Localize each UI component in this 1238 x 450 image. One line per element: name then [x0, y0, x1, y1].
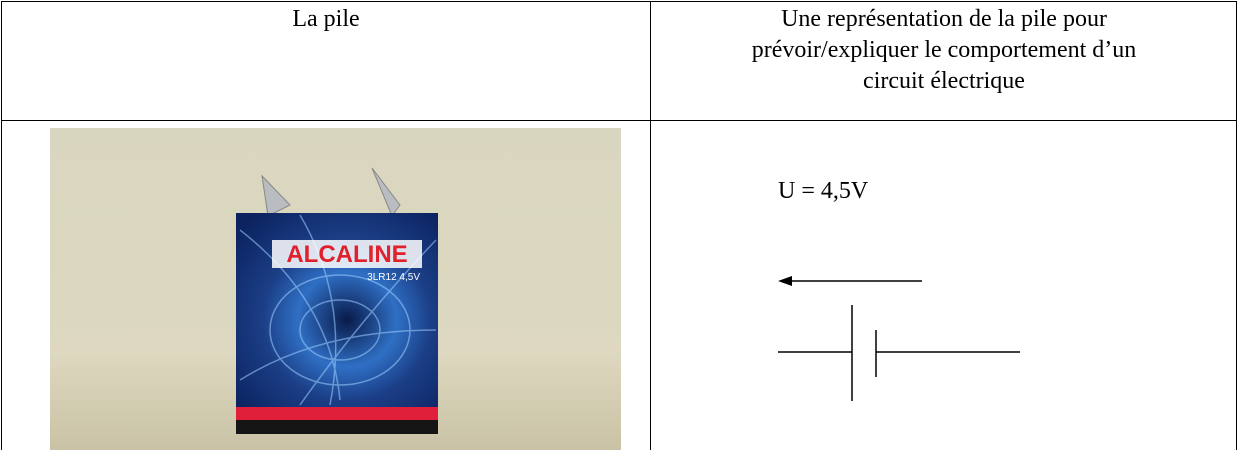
border-right — [1236, 1, 1237, 450]
arrow-head — [778, 276, 792, 286]
model: 3LR12 4,5V — [367, 272, 420, 283]
brand: ALCALINE — [286, 241, 407, 268]
border-row — [1, 120, 1237, 121]
battery-photo: ALCALINE 3LR12 4,5V — [50, 128, 621, 450]
circuit-diagram: U = 4,5V — [778, 178, 1020, 401]
border-mid — [650, 1, 651, 450]
header-cell: La pile — [292, 6, 360, 32]
header-cell: Une représentation de la pile pour prévo… — [751, 6, 1137, 94]
border-top — [1, 1, 1237, 2]
border-left — [1, 1, 2, 450]
voltage-label: U = 4,5V — [778, 178, 869, 204]
